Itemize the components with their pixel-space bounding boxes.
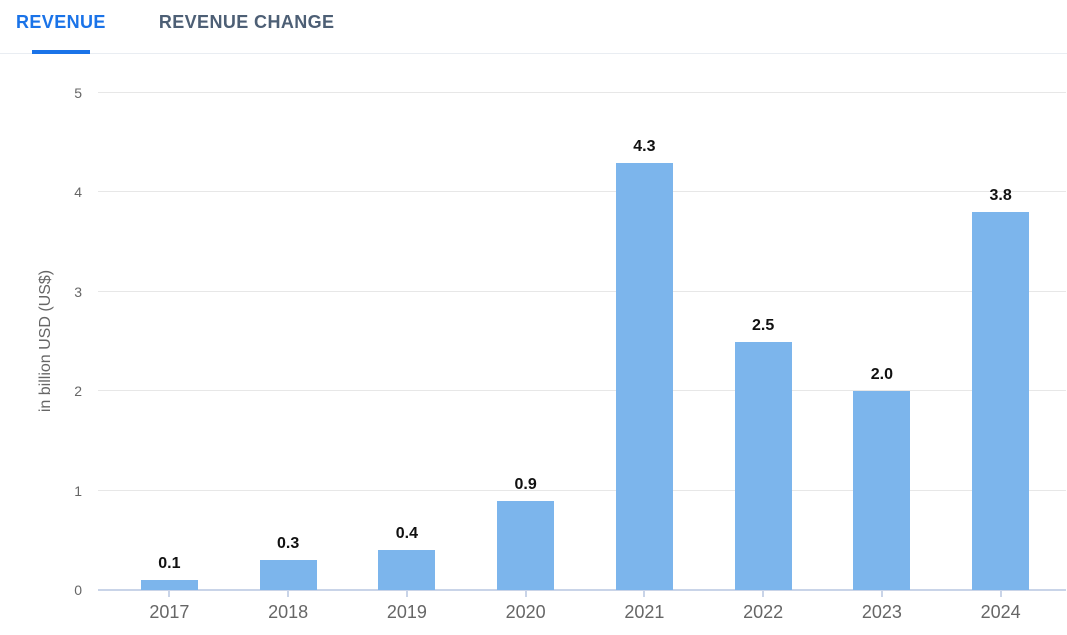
bar-value-label: 0.1 — [158, 555, 181, 573]
bar-group-2023: 2.0 — [823, 93, 942, 590]
bar-group-2019: 0.4 — [348, 93, 467, 590]
y-tick-label: 0 — [74, 582, 82, 598]
tab-revenue[interactable]: REVENUE — [16, 11, 106, 54]
x-axis-label-2023: 2023 — [861, 602, 902, 622]
tick-cell — [466, 591, 585, 598]
y-tick-label: 2 — [74, 383, 82, 400]
x-axis-label-2022: 2022 — [743, 602, 784, 622]
x-axis-ticks — [110, 591, 1060, 598]
tick-cell — [110, 591, 229, 598]
x-tick-mark — [405, 591, 408, 597]
bar-group-2021: 4.3 — [585, 93, 704, 590]
x-tick-mark — [762, 591, 765, 597]
x-tick-mark — [643, 591, 646, 597]
bar-value-label: 0.3 — [277, 535, 300, 553]
tab-bar: REVENUE REVENUE CHANGE — [0, 0, 1067, 54]
gridline — [98, 489, 1066, 491]
gridline — [98, 191, 1066, 193]
y-axis-labels: 0 1 2 3 4 5 — [0, 85, 82, 598]
bar-2024[interactable] — [972, 212, 1030, 590]
tick-cell — [585, 591, 704, 598]
bar-2017[interactable] — [140, 580, 198, 590]
bar-value-label: 4.3 — [633, 137, 656, 155]
bar-2021[interactable] — [615, 162, 673, 590]
tick-cell — [348, 591, 467, 598]
y-tick-label: 1 — [74, 482, 82, 499]
y-tick-label: 5 — [74, 85, 82, 101]
bar-value-label: 2.0 — [870, 366, 893, 384]
tick-cell — [704, 591, 823, 598]
tick-cell — [941, 591, 1060, 598]
gridline — [98, 92, 1066, 93]
x-axis-line — [98, 589, 1066, 591]
plot-area — [98, 92, 1066, 591]
x-axis-label-2020: 2020 — [505, 602, 546, 622]
tick-cell — [823, 591, 942, 598]
tab-revenue-change[interactable]: REVENUE CHANGE — [158, 12, 335, 32]
bar-2020[interactable] — [497, 500, 555, 590]
gridline — [98, 290, 1066, 292]
x-axis-label-2019: 2019 — [386, 602, 427, 622]
bar-group-2017: 0.1 — [110, 93, 229, 590]
gridline — [98, 390, 1066, 392]
bar-value-label: 2.5 — [752, 316, 775, 334]
x-tick-mark — [999, 591, 1002, 597]
x-axis-label-2024: 2024 — [980, 602, 1021, 622]
bar-value-label: 0.9 — [514, 475, 537, 493]
y-tick-label: 3 — [74, 283, 82, 300]
bar-2019[interactable] — [378, 550, 436, 590]
bar-value-label: 0.4 — [395, 525, 418, 543]
bar-2023[interactable] — [853, 391, 911, 590]
bar-group-2022: 2.5 — [704, 93, 823, 590]
bar-value-label: 3.8 — [989, 187, 1012, 205]
x-axis-labels: 2017 2018 2019 2020 2021 2022 2023 2024 — [110, 600, 1060, 624]
x-tick-mark — [880, 591, 883, 597]
bar-2018[interactable] — [259, 560, 317, 590]
bar-group-2024: 3.8 — [941, 93, 1060, 590]
x-axis-label-2021: 2021 — [624, 602, 665, 622]
bar-group-2018: 0.3 — [229, 93, 348, 590]
bars-row: 0.1 0.3 0.4 0.9 4.3 2.5 2.0 3.8 — [110, 93, 1060, 590]
x-axis-label-2017: 2017 — [149, 602, 190, 622]
bar-2022[interactable] — [734, 341, 792, 590]
x-tick-mark — [287, 591, 290, 597]
x-axis-label-2018: 2018 — [268, 602, 309, 622]
x-tick-mark — [168, 591, 171, 597]
tick-cell — [229, 591, 348, 598]
bar-group-2020: 0.9 — [466, 93, 585, 590]
y-tick-label: 4 — [74, 184, 82, 201]
x-tick-mark — [524, 591, 527, 597]
